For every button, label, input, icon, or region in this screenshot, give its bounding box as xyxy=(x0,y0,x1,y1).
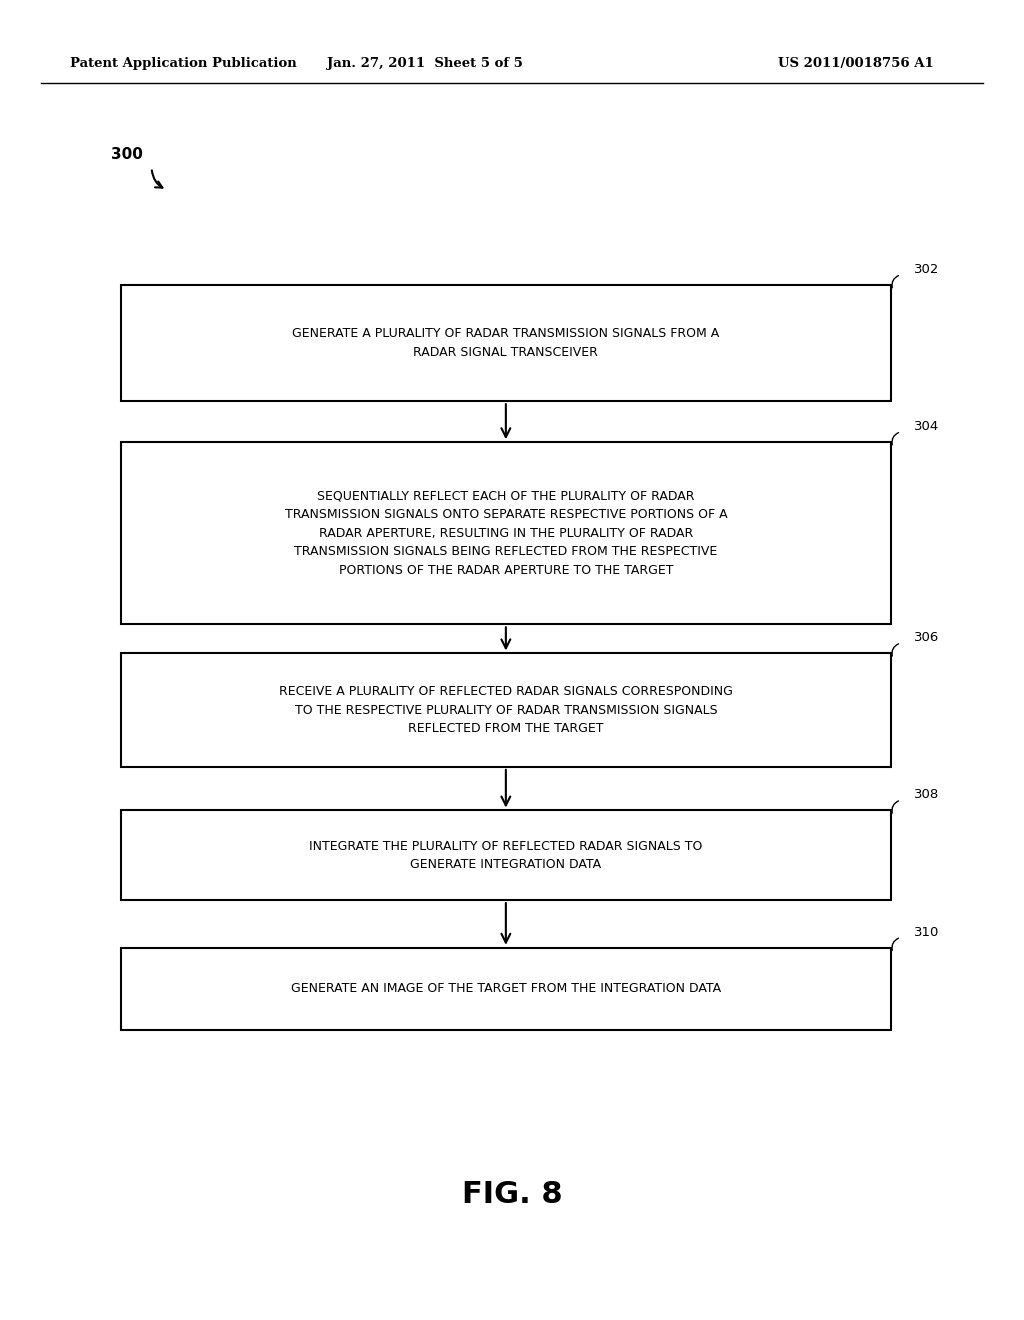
Text: 302: 302 xyxy=(914,263,940,276)
Text: FIG. 8: FIG. 8 xyxy=(462,1180,562,1209)
Text: SEQUENTIALLY REFLECT EACH OF THE PLURALITY OF RADAR
TRANSMISSION SIGNALS ONTO SE: SEQUENTIALLY REFLECT EACH OF THE PLURALI… xyxy=(285,490,727,577)
Text: 310: 310 xyxy=(914,925,940,939)
Bar xyxy=(121,442,891,624)
Text: GENERATE A PLURALITY OF RADAR TRANSMISSION SIGNALS FROM A
RADAR SIGNAL TRANSCEIV: GENERATE A PLURALITY OF RADAR TRANSMISSI… xyxy=(292,327,720,359)
Bar xyxy=(121,653,891,767)
Text: RECEIVE A PLURALITY OF REFLECTED RADAR SIGNALS CORRESPONDING
TO THE RESPECTIVE P: RECEIVE A PLURALITY OF REFLECTED RADAR S… xyxy=(279,685,733,735)
Text: Patent Application Publication: Patent Application Publication xyxy=(70,57,296,70)
Bar xyxy=(121,948,891,1030)
Text: 300: 300 xyxy=(111,147,142,162)
Text: GENERATE AN IMAGE OF THE TARGET FROM THE INTEGRATION DATA: GENERATE AN IMAGE OF THE TARGET FROM THE… xyxy=(291,982,721,995)
Text: Jan. 27, 2011  Sheet 5 of 5: Jan. 27, 2011 Sheet 5 of 5 xyxy=(327,57,523,70)
Text: 304: 304 xyxy=(914,420,940,433)
Text: 308: 308 xyxy=(914,788,940,801)
Bar xyxy=(121,810,891,900)
Text: US 2011/0018756 A1: US 2011/0018756 A1 xyxy=(778,57,934,70)
Text: 306: 306 xyxy=(914,631,940,644)
Text: INTEGRATE THE PLURALITY OF REFLECTED RADAR SIGNALS TO
GENERATE INTEGRATION DATA: INTEGRATE THE PLURALITY OF REFLECTED RAD… xyxy=(309,840,702,871)
Bar xyxy=(121,285,891,401)
